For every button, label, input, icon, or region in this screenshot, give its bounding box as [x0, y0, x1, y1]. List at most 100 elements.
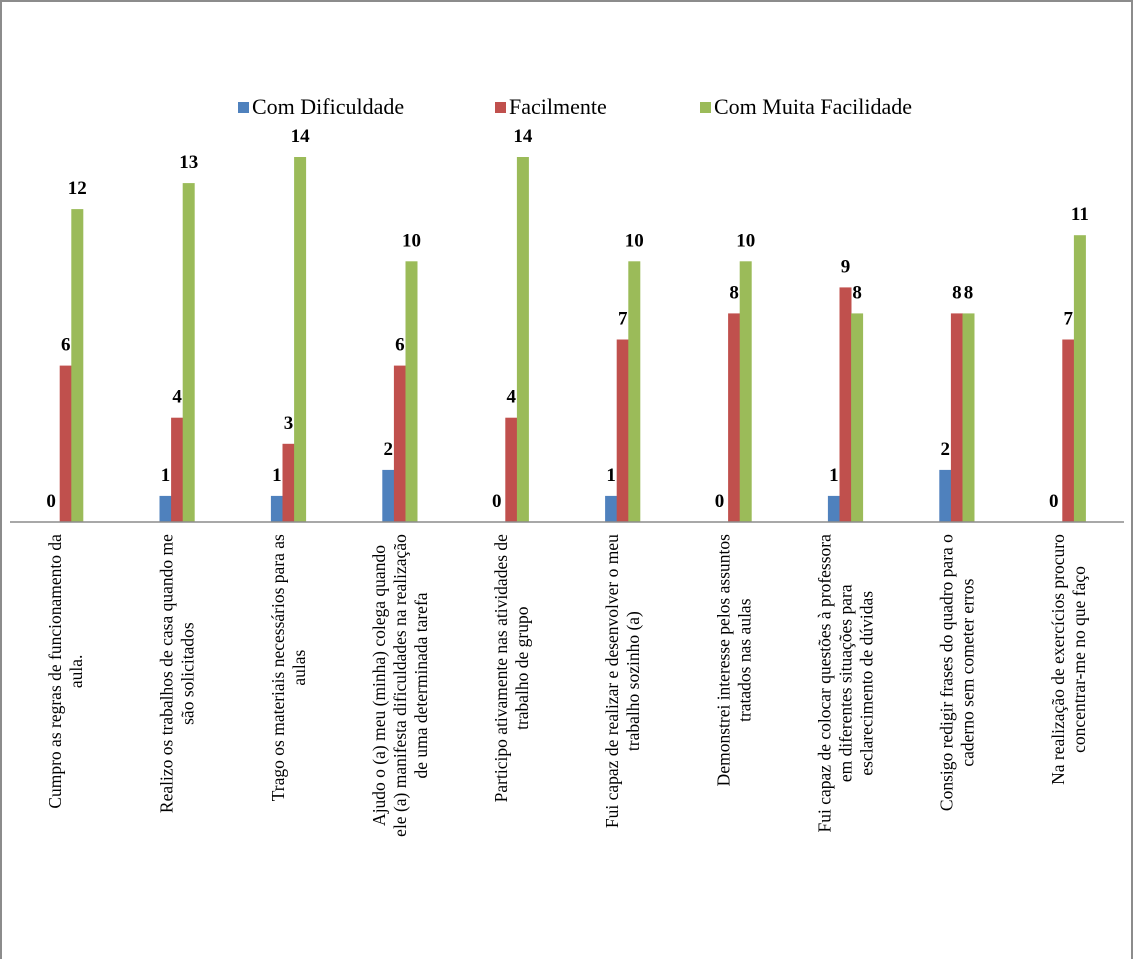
svg-text:Participo ativamente nas ativi: Participo ativamente nas atividades detr…	[491, 534, 532, 802]
data-label: 8	[952, 282, 962, 303]
data-label: 8	[852, 282, 862, 303]
bar	[605, 495, 618, 522]
svg-text:Fui capaz de colocar questões: Fui capaz de colocar questões à professo…	[815, 534, 877, 833]
bars-group	[59, 157, 1086, 522]
bar	[294, 157, 307, 522]
legend-label: Com Dificuldade	[252, 94, 404, 119]
data-label: 8	[729, 282, 739, 303]
bar	[182, 183, 195, 522]
data-label: 10	[736, 230, 755, 251]
category-label-line: tratados nas aulas	[735, 598, 755, 722]
svg-text:Cumpro as regras de funcioname: Cumpro as regras de funcionamento daaula…	[45, 534, 86, 809]
category-label-line: Ajudo o (a) meu (minha) colega quando	[369, 545, 389, 826]
data-label: 1	[606, 465, 616, 486]
legend-item: Com Dificuldade	[238, 94, 404, 119]
category-label-line: Realizo os trabalhos de casa quando me	[157, 534, 177, 813]
data-label: 6	[395, 335, 405, 356]
legend-label: Com Muita Facilidade	[714, 94, 912, 119]
bar	[393, 365, 406, 522]
category-label: Cumpro as regras de funcionamento daaula…	[45, 534, 86, 809]
category-label-line: Consigo redigir frases do quadro para o	[936, 534, 956, 811]
data-label: 0	[46, 491, 56, 512]
data-label: 12	[68, 178, 87, 199]
legend-item: Com Muita Facilidade	[700, 94, 912, 119]
legend-label: Facilmente	[509, 94, 607, 119]
legend-item: Facilmente	[495, 94, 607, 119]
category-label-line: em diferentes situações para	[836, 584, 856, 782]
bar	[1073, 235, 1086, 522]
data-label: 13	[179, 152, 198, 173]
data-label: 7	[618, 309, 628, 330]
bar	[839, 287, 852, 522]
bar	[282, 443, 295, 522]
bar	[950, 313, 963, 522]
data-label: 9	[841, 256, 851, 277]
category-label-line: Fui capaz de realizar e desenvolver o me…	[602, 534, 622, 828]
bar	[827, 495, 840, 522]
category-label-line: Cumpro as regras de funcionamento da	[45, 534, 65, 809]
data-label: 4	[507, 387, 517, 408]
bar	[171, 417, 184, 522]
data-label: 8	[964, 282, 974, 303]
svg-text:Demonstrei interesse pelos ass: Demonstrei interesse pelos assuntostrata…	[714, 534, 755, 786]
data-label: 10	[402, 230, 421, 251]
data-label: 7	[1064, 309, 1074, 330]
bar	[628, 261, 641, 522]
data-label: 11	[1071, 204, 1089, 225]
bar	[616, 339, 629, 522]
svg-text:Na realização de exercícios pr: Na realização de exercícios procuroconce…	[1048, 534, 1089, 785]
bar	[159, 495, 172, 522]
category-label-line: ele (a) manifesta dificuldades na realiz…	[390, 534, 410, 837]
category-label-line: são solicitados	[178, 622, 198, 725]
category-label-line: de uma determinada tarefa	[411, 592, 431, 778]
svg-text:Consigo redigir frases do quad: Consigo redigir frases do quadro para oc…	[936, 534, 977, 811]
category-label-line: esclarecimento de dúvidas	[857, 591, 877, 776]
data-label: 1	[829, 465, 839, 486]
category-label-line: Na realização de exercícios procuro	[1048, 534, 1068, 785]
data-label: 4	[172, 387, 182, 408]
category-label-line: aula.	[66, 655, 86, 689]
category-label: Realizo os trabalhos de casa quando mesã…	[157, 534, 198, 813]
category-labels-group: Cumpro as regras de funcionamento daaula…	[45, 534, 1089, 837]
category-label-line: concentrar-me no que faço	[1069, 566, 1089, 753]
category-label-line: aulas	[289, 650, 309, 686]
category-label: Demonstrei interesse pelos assuntostrata…	[714, 534, 755, 786]
data-label: 10	[625, 230, 644, 251]
category-label-line: caderno sem cometer erros	[957, 578, 977, 766]
bar	[59, 365, 72, 522]
data-label: 3	[284, 413, 294, 434]
bar	[728, 313, 741, 522]
category-label: Participo ativamente nas atividades detr…	[491, 534, 532, 802]
category-label: Fui capaz de realizar e desenvolver o me…	[602, 534, 643, 828]
bar	[382, 469, 395, 522]
bar	[962, 313, 975, 522]
bar	[516, 157, 529, 522]
legend: Com Dificuldade Facilmente Com Muita Facil…	[238, 94, 912, 119]
data-label: 2	[941, 439, 951, 460]
legend-swatch	[700, 102, 711, 113]
category-label-line: Demonstrei interesse pelos assuntos	[714, 534, 734, 786]
data-label: 1	[161, 465, 171, 486]
category-label: Fui capaz de colocar questões à professo…	[815, 534, 877, 833]
data-label: 14	[513, 126, 533, 147]
svg-text:Ajudo o (a) meu (minha) colega: Ajudo o (a) meu (minha) colega quandoele…	[369, 534, 431, 837]
bar	[270, 495, 283, 522]
category-label-line: Fui capaz de colocar questões à professo…	[815, 534, 835, 833]
data-label: 14	[291, 126, 311, 147]
bar	[1062, 339, 1075, 522]
bar	[851, 313, 864, 522]
category-label: Ajudo o (a) meu (minha) colega quandoele…	[369, 534, 431, 837]
data-label: 1	[272, 465, 282, 486]
category-label-line: trabalho sozinho (a)	[623, 611, 643, 751]
category-label: Na realização de exercícios procuroconce…	[1048, 534, 1089, 785]
bar	[505, 417, 518, 522]
bar	[71, 209, 84, 522]
category-label-line: Trago os materiais necessários para as	[268, 534, 288, 801]
category-label: Trago os materiais necessários para asau…	[268, 534, 309, 801]
category-label-line: trabalho de grupo	[512, 606, 532, 730]
legend-swatch	[238, 102, 249, 113]
svg-text:Fui capaz de realizar e desenv: Fui capaz de realizar e desenvolver o me…	[602, 534, 643, 828]
